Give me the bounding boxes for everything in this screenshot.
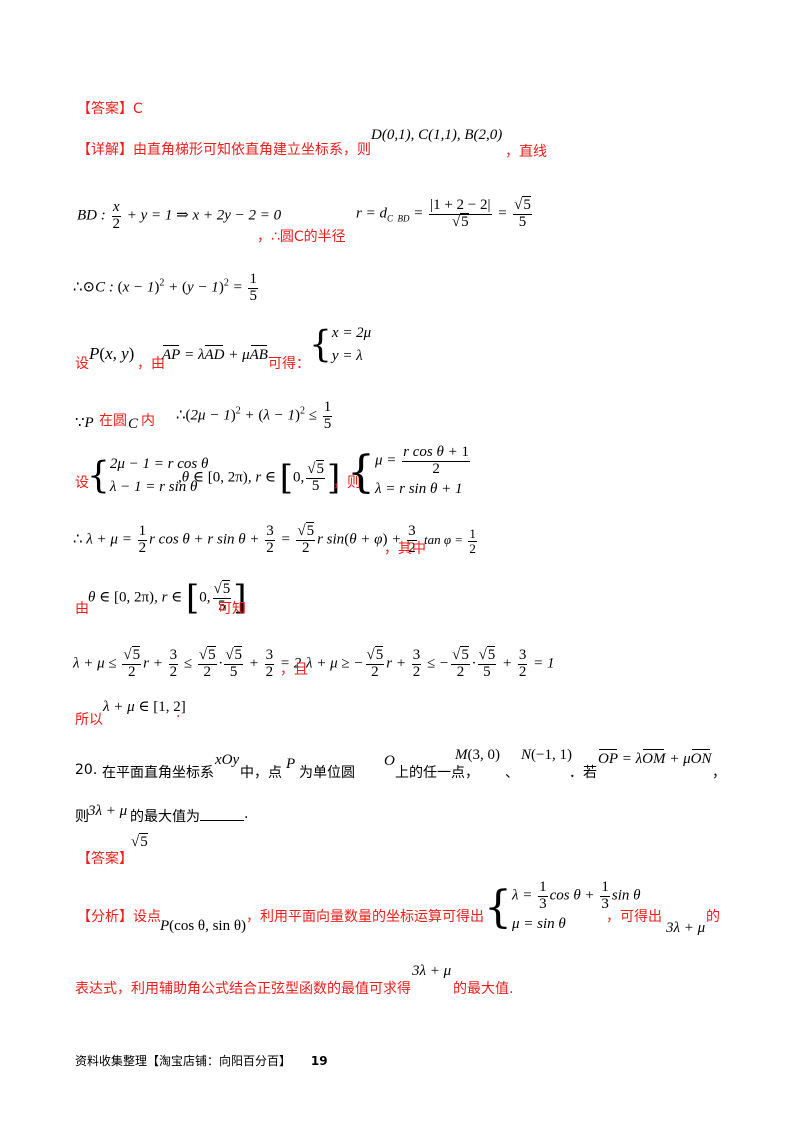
known-label: 可知 [218,601,246,617]
answer-label: 【答案】 [77,101,133,117]
answer-20-value: √5 [131,833,148,850]
q20-end: . [244,806,249,822]
analysis-expr2: 3λ + μ [412,963,452,979]
obtain-label: 可得： [268,356,310,372]
conclusion: λ + μ ∈ [1, 2] [103,699,186,715]
page-number: 19 [310,1054,328,1068]
so-label: 所以 [75,712,103,728]
q20-m: M(3, 0) [455,747,500,763]
detail-suffix: ，直线 [505,144,547,160]
q20-then: 则 [75,809,89,825]
system-1: {x = 2μ y = λ [309,324,372,366]
from2-label: 由 [75,601,89,617]
answer-20-label: 【答案】 [77,851,133,867]
analysis-label: 【分析】设点 [77,906,161,926]
q20-o: O [384,753,395,769]
q20-n: N(−1, 1) [521,747,572,763]
q20-xoy: xOy [215,752,240,768]
q20-number: 20. [75,762,98,778]
answer-value: C [133,101,143,117]
vector-ap-equation: AP = λAD + μAB [162,345,268,363]
answer-19: 【答案】C [77,98,143,118]
set-label: 设 [75,475,89,491]
since-p: ∵P [75,415,94,431]
range-condition: θ ∈ [0, 2π), r ∈ [0, √5 5] [88,578,247,618]
detail-label: 【详解】 [77,142,133,158]
inside-label: 内 [141,413,155,429]
analysis-of: 的 [706,909,720,925]
q20-text2: 中，点 [240,765,282,781]
therefore-radius: ，∴圆C的半径 [257,229,346,245]
analysis-set-point: 设点 [133,909,161,925]
detail-intro: 由直角梯形可知依直角建立坐标系，则 [133,142,371,158]
analysis-text4: 的最大值. [453,981,514,997]
analysis-p-coords: P(cos θ, sin θ) [160,918,247,934]
analysis-text1: ，利用平面向量数量的坐标运算可得出 [246,909,484,925]
page-footer: 资料收集整理【淘宝店铺：向阳百分百】 19 [75,1052,328,1069]
q20-sep: 、 [505,765,519,781]
q20-p: P [286,756,296,772]
analysis-expr: 3λ + μ [666,920,706,936]
from-label: ，由 [137,356,165,372]
param-range: ,θ ∈ [0, 2π), r ∈ [0, √5 5] [178,458,341,498]
q20-vector-eq: OP = λOM + μON [598,749,712,767]
analysis-tag: 【分析】 [77,909,133,925]
period: . [176,705,181,721]
footer-text: 资料收集整理【淘宝店铺：向阳百分百】 [75,1054,292,1068]
q20-answer-blank [200,806,244,821]
q20-text6: 的最大值为 [130,809,200,825]
where-label: ，其中 [384,541,426,557]
and-label: ，且 [280,662,308,678]
q20-comma: ， [712,765,726,781]
q20-text3: 为单位圆 [299,765,355,781]
analysis-text3: 表达式，利用辅助角公式结合正弦型函数的最值可求得 [75,981,411,997]
in-circle: 在圆 [99,413,127,429]
set-p: 设 [75,356,89,372]
q20-text1: 在平面直角坐标系 [102,765,214,781]
detail-line-1: 【详解】由直角梯形可知依直角建立坐标系，则 [77,139,371,159]
then-label: ，则 [333,475,361,491]
detail-points: D(0,1), C(1,1), B(2,0) [371,127,503,143]
q20-expr: 3λ + μ [88,803,128,819]
radius-formula: r = dC BD = |1 + 2 − 2| √5 = √5 5 [356,196,532,230]
p-xy: P(x, y) [89,344,135,363]
q20-text5: ．若 [569,765,597,781]
circle-c-label: C [128,416,139,432]
analysis-text2: ，可得出 [606,909,662,925]
q20-text4: 上的任一点， [395,765,479,781]
